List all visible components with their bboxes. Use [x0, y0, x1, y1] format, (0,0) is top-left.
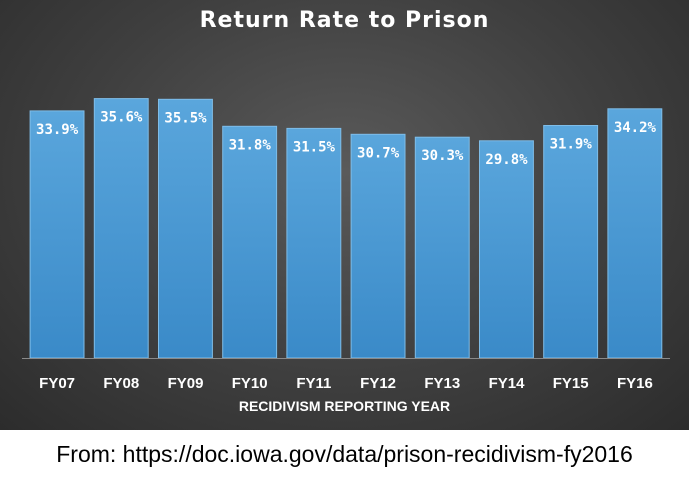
bar-fy09	[158, 98, 213, 359]
data-label-fy07: 33.9%	[36, 122, 79, 138]
bar-fy15	[543, 125, 599, 359]
bar-fy08	[93, 98, 149, 359]
x-tick-label-fy14: FY14	[489, 375, 526, 392]
chart-title: Return Rate to Prison	[199, 8, 490, 33]
bar-chart: 33.9% FY07 35.6% FY08 35.5% FY09 31.8% FY10 31.5…	[22, 98, 670, 392]
bar-fy16	[607, 108, 663, 359]
data-label-fy09: 35.5%	[164, 110, 207, 126]
x-tick-label-fy10: FY10	[232, 375, 268, 392]
data-label-fy14: 29.8%	[485, 152, 528, 168]
data-label-fy11: 31.5%	[293, 139, 336, 155]
x-tick-label-fy15: FY15	[553, 375, 589, 392]
x-tick-label-fy08: FY08	[103, 375, 139, 392]
x-tick-label-fy11: FY11	[296, 375, 331, 392]
x-tick-label-fy12: FY12	[360, 375, 396, 392]
data-label-fy13: 30.3%	[421, 148, 464, 164]
x-tick-label-fy16: FY16	[617, 375, 653, 392]
data-label-fy15: 31.9%	[550, 137, 593, 153]
data-label-fy10: 31.8%	[229, 137, 272, 153]
x-tick-label-fy09: FY09	[168, 375, 204, 392]
data-label-fy08: 35.6%	[100, 110, 143, 126]
source-note: From: https://doc.iowa.gov/data/prison-r…	[56, 441, 633, 467]
bar-fy10	[222, 125, 278, 359]
bar-fy14	[479, 140, 534, 359]
bar-fy12	[350, 133, 406, 359]
bar-fy11	[286, 127, 342, 359]
x-axis-title: RECIDIVISM REPORTING YEAR	[238, 398, 451, 414]
x-tick-label-fy07: FY07	[39, 375, 75, 392]
data-label-fy12: 30.7%	[357, 145, 400, 161]
bar-fy13	[414, 136, 470, 359]
bar-fy07	[29, 110, 85, 359]
x-tick-label-fy13: FY13	[424, 375, 460, 392]
chart-panel: 33.9% FY07 35.6% FY08 35.5% FY09 31.8% FY10 31.5…	[0, 0, 689, 430]
data-label-fy16: 34.2%	[614, 120, 657, 136]
